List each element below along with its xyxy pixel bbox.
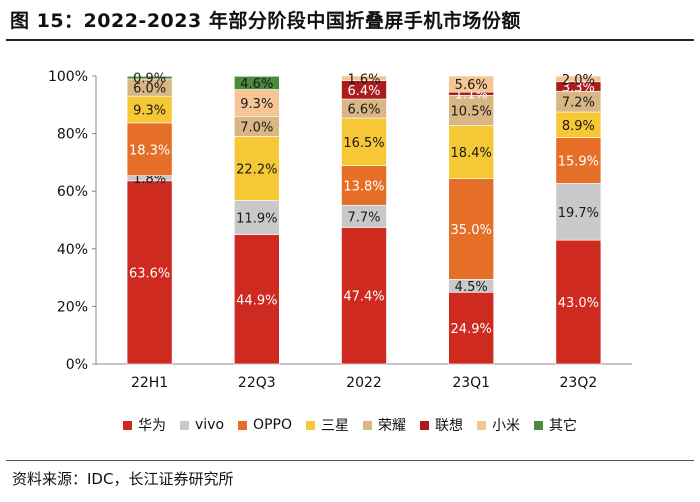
data-label: 22.2% <box>236 162 277 177</box>
data-label: 7.2% <box>562 96 595 111</box>
legend-item: 三星 <box>305 415 349 435</box>
data-label: 35.0% <box>451 223 492 238</box>
bar-segment <box>341 75 387 81</box>
data-label: 8.9% <box>562 119 595 134</box>
legend-label: OPPO <box>253 417 292 433</box>
x-tick-label: 22H1 <box>131 375 168 391</box>
data-label: 4.5% <box>455 280 488 295</box>
data-label: 7.7% <box>347 210 380 225</box>
legend-swatch <box>123 420 133 430</box>
data-label: 15.9% <box>558 155 599 170</box>
bar-segment <box>341 165 387 206</box>
bar-segment <box>448 178 495 280</box>
bar-segment <box>555 137 602 184</box>
x-tick-label: 23Q2 <box>560 375 598 391</box>
data-label: 24.9% <box>451 322 492 337</box>
data-label: 16.5% <box>343 136 384 151</box>
x-tick-label: 22Q3 <box>238 375 276 391</box>
legend-label: 华为 <box>138 418 167 434</box>
legend-swatch <box>238 420 248 430</box>
x-tick-label: 2022 <box>346 375 382 391</box>
legend-item: 荣耀 <box>362 415 406 435</box>
data-label: 3.3% <box>562 81 595 96</box>
legend-swatch <box>419 420 429 430</box>
data-label: 18.4% <box>451 146 492 161</box>
y-tick-label: 80% <box>57 127 88 143</box>
stacked-bar-chart: 0% 20% 40% 60% 80% 100% 63.6% 1.8% 18.3% 9.3% 6.0%… <box>48 69 632 391</box>
legend-item: OPPO <box>238 417 292 433</box>
bar-segment <box>126 122 173 176</box>
data-label: 5.6% <box>455 78 488 93</box>
legend-swatch <box>180 420 190 430</box>
data-label: 6.0% <box>133 82 166 97</box>
footer-rule <box>6 460 694 461</box>
bar-segment <box>448 125 495 179</box>
data-label: 7.0% <box>240 120 273 135</box>
legend-label: 三星 <box>320 418 349 434</box>
bar-segment <box>234 75 280 90</box>
bar-segment <box>234 89 280 117</box>
legend-label: 其它 <box>548 418 577 434</box>
data-label: 11.9% <box>236 212 277 227</box>
y-tick-label: 20% <box>57 299 88 315</box>
data-label: 4.6% <box>240 77 273 92</box>
bar-segment <box>448 75 495 93</box>
data-label: 6.6% <box>347 103 380 118</box>
legend-item: 其它 <box>533 415 577 435</box>
title-rule <box>6 39 694 41</box>
legend-swatch <box>533 420 543 430</box>
x-tick-label: 23Q1 <box>452 375 490 391</box>
bar-segment <box>341 227 387 365</box>
bar-segment <box>555 239 602 365</box>
y-tick-label: 0% <box>66 357 88 373</box>
legend-label: 荣耀 <box>377 418 406 434</box>
bar-segment <box>341 117 387 166</box>
data-label: 10.5% <box>451 104 492 119</box>
chart-title: 图 15：2022-2023 年部分阶段中国折叠屏手机市场份额 <box>10 10 521 32</box>
bar-segment <box>234 136 280 201</box>
legend-swatch <box>476 420 486 430</box>
legend-label: 小米 <box>491 418 520 434</box>
bar-segment <box>555 111 602 138</box>
legend-item: vivo <box>180 417 224 433</box>
data-label: 19.7% <box>558 206 599 221</box>
legend-label: vivo <box>195 417 225 433</box>
chart-legend: 华为 vivo OPPO 三星 荣耀 联想 小米 其它 <box>0 414 700 436</box>
bar-segment <box>555 75 602 83</box>
legend-item: 小米 <box>476 415 520 435</box>
data-label: 9.3% <box>133 104 166 119</box>
bar-segment <box>448 291 495 365</box>
legend-swatch <box>362 420 372 430</box>
bar-segment <box>126 95 173 124</box>
source-note: 资料来源：IDC，长江证券研究所 <box>12 470 234 488</box>
legend-item: 联想 <box>419 415 463 435</box>
data-label: 6.4% <box>347 84 380 99</box>
data-label: 63.6% <box>129 266 170 281</box>
bar-segment <box>555 183 602 241</box>
data-label: 2.0% <box>562 73 595 88</box>
bar-segment <box>448 94 495 126</box>
bar-segment <box>126 75 173 80</box>
y-tick-label: 60% <box>57 184 88 200</box>
data-label: 44.9% <box>236 293 277 308</box>
data-label: 13.8% <box>343 179 384 194</box>
legend-swatch <box>305 420 315 430</box>
data-label: 9.3% <box>240 97 273 112</box>
data-label: 1.8% <box>133 172 166 187</box>
data-label: 1.6% <box>347 72 380 87</box>
legend-label: 联想 <box>434 418 463 434</box>
data-label: 0.9% <box>133 72 166 87</box>
legend-item: 华为 <box>123 415 166 435</box>
data-label: 43.0% <box>558 296 599 311</box>
y-tick-label: 100% <box>48 69 88 85</box>
data-label: 18.3% <box>129 143 170 158</box>
data-label: 47.4% <box>343 290 384 305</box>
y-tick-label: 40% <box>57 242 88 258</box>
